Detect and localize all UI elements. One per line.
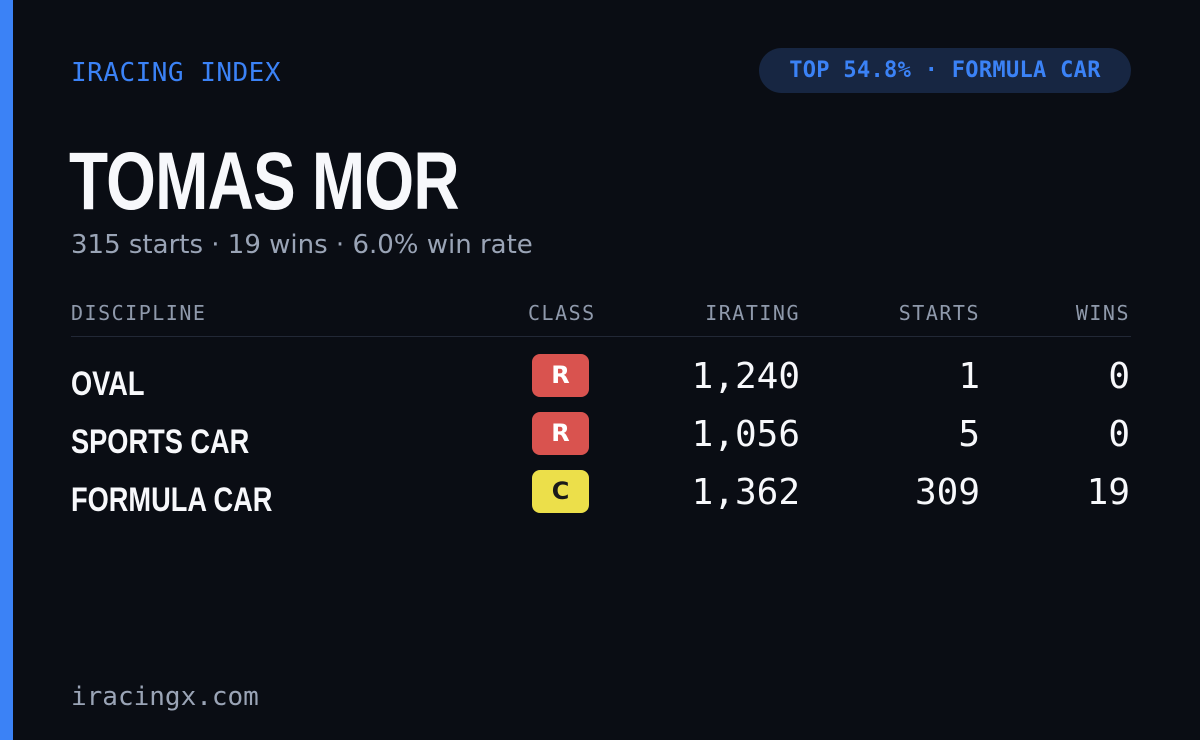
discipline-name: SPORTS CAR xyxy=(71,423,250,461)
accent-bar xyxy=(0,0,13,740)
table-row: FORMULA CAR C 1,362 309 19 xyxy=(0,470,1200,528)
license-class-badge: R xyxy=(532,354,589,397)
header-divider xyxy=(71,336,1131,337)
rank-badge: TOP 54.8% · FORMULA CAR xyxy=(759,48,1131,93)
starts-value: 5 xyxy=(958,414,980,455)
column-header-discipline: DISCIPLINE xyxy=(71,301,207,325)
column-header-irating: IRATING xyxy=(705,301,800,325)
irating-value: 1,056 xyxy=(691,414,800,455)
driver-name: TOMAS MOR xyxy=(69,136,460,227)
starts-value: 309 xyxy=(914,472,980,513)
license-class-badge: C xyxy=(532,470,589,513)
license-class-badge: R xyxy=(532,412,589,455)
discipline-name: OVAL xyxy=(71,365,145,403)
wins-value: 0 xyxy=(1108,356,1130,397)
brand-title: IRACING INDEX xyxy=(71,58,281,88)
irating-value: 1,362 xyxy=(691,472,800,513)
wins-value: 0 xyxy=(1108,414,1130,455)
wins-value: 19 xyxy=(1086,472,1130,513)
footer-domain: iracingx.com xyxy=(71,682,259,712)
discipline-name: FORMULA CAR xyxy=(71,481,273,519)
table-row: OVAL R 1,240 1 0 xyxy=(0,354,1200,412)
column-header-class: CLASS xyxy=(528,301,596,325)
column-header-starts: STARTS xyxy=(898,301,980,325)
irating-value: 1,240 xyxy=(691,356,800,397)
starts-value: 1 xyxy=(958,356,980,397)
driver-summary: 315 starts · 19 wins · 6.0% win rate xyxy=(71,230,533,260)
table-row: SPORTS CAR R 1,056 5 0 xyxy=(0,412,1200,470)
column-header-wins: WINS xyxy=(1075,301,1130,325)
